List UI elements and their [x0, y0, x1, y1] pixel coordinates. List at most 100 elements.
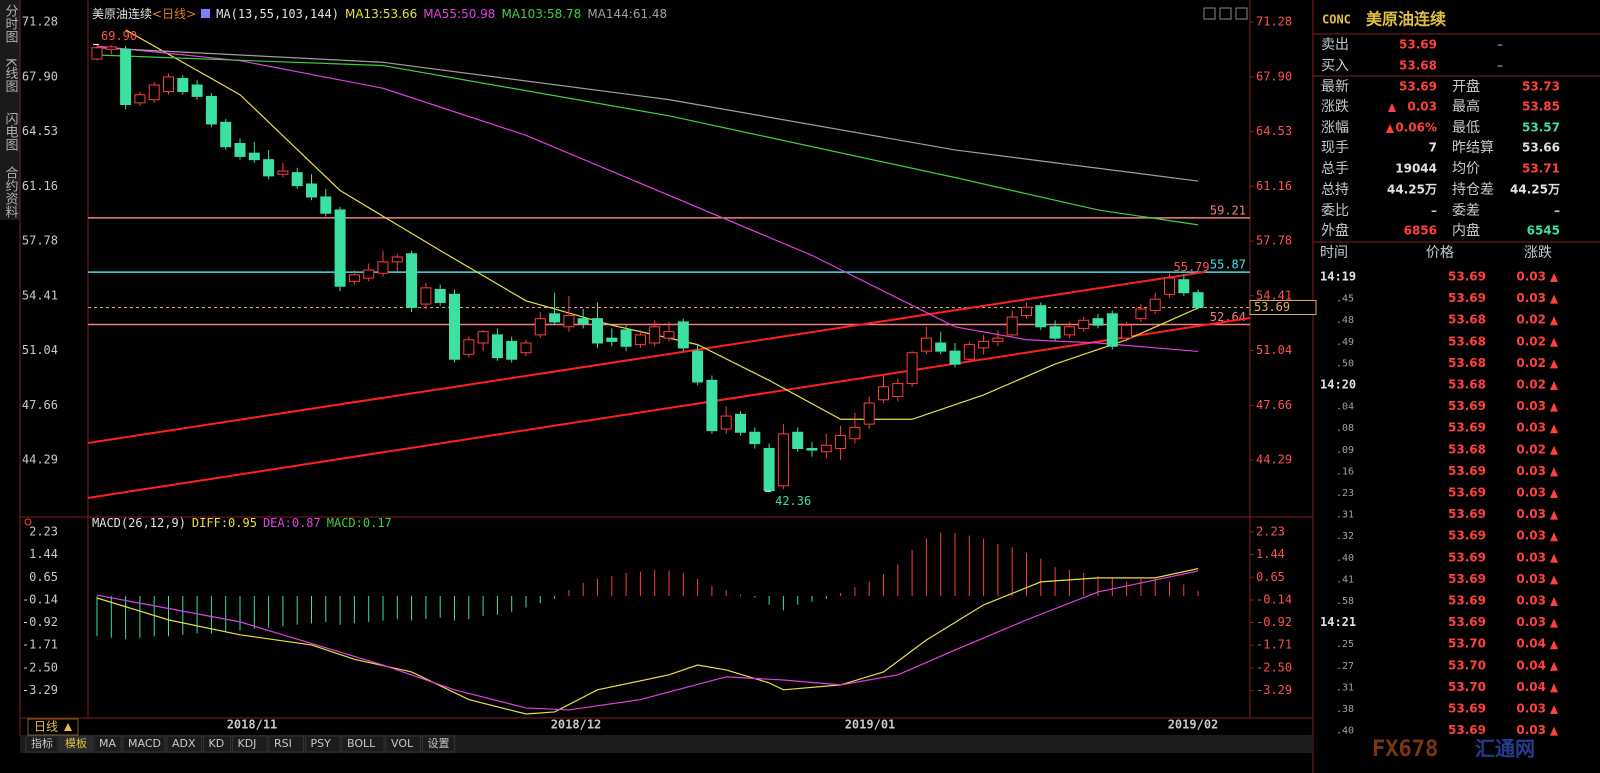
- tab-label[interactable]: MACD: [128, 737, 161, 750]
- legend-entry: MA13:53.66: [345, 7, 417, 21]
- tab[interactable]: [305, 735, 341, 753]
- candle-body: [777, 433, 789, 487]
- tab-label[interactable]: 模板: [65, 736, 87, 750]
- tab-label[interactable]: BOLL: [347, 737, 376, 750]
- macd-tick-label-right: -0.92: [1256, 615, 1292, 629]
- tab-label[interactable]: MA: [99, 737, 116, 750]
- tab[interactable]: [385, 735, 421, 753]
- tab[interactable]: [203, 735, 231, 753]
- up-arrow: [1550, 381, 1558, 390]
- candle-body: [91, 47, 103, 60]
- period-arrow[interactable]: [64, 723, 72, 731]
- y-tick-label-right: 64.53: [1256, 124, 1292, 138]
- quote-label: 外盘: [1321, 222, 1349, 239]
- candle-body: [291, 172, 303, 187]
- trade-price: 53.69: [1448, 529, 1486, 543]
- up-arrow: [1550, 424, 1558, 434]
- tab-label[interactable]: ADX: [172, 737, 196, 750]
- candle-body: [248, 152, 260, 161]
- ma-line: [96, 45, 1199, 353]
- quote-value: 0.06%: [1395, 121, 1437, 135]
- trade-change: 0.03: [1516, 399, 1546, 413]
- candle-body: [449, 293, 460, 360]
- macd-tick-label: 0.65: [29, 570, 58, 584]
- y-tick-label-right: 51.04: [1256, 343, 1292, 357]
- trade-price: 53.70: [1448, 637, 1486, 651]
- candle-body: [1092, 318, 1104, 326]
- y-tick-label: 61.16: [22, 179, 58, 193]
- trades-header: 价格: [1426, 245, 1454, 261]
- candle-body: [878, 386, 889, 401]
- candle-body: [649, 326, 661, 344]
- candle-body: [263, 159, 275, 177]
- up-arrow: [1550, 316, 1558, 326]
- trade-price: 53.69: [1448, 702, 1486, 716]
- sidebar-tab[interactable]: 闪电图: [3, 112, 18, 151]
- quote-value: 53.69: [1399, 80, 1437, 94]
- ma-line: [96, 54, 1199, 226]
- tab[interactable]: [166, 735, 202, 753]
- macd-tick-label-right: 1.44: [1256, 547, 1285, 561]
- trade-price: 53.69: [1448, 507, 1486, 521]
- candle-body: [863, 402, 875, 425]
- quote-label: 最低: [1452, 120, 1480, 136]
- up-arrow: [1550, 402, 1558, 412]
- candle-body: [763, 447, 775, 492]
- candle-body: [434, 288, 446, 303]
- up-arrow: [1550, 510, 1558, 520]
- candle-body: [935, 342, 947, 352]
- tab-label[interactable]: 指标: [31, 736, 53, 750]
- trade-price: 53.69: [1448, 550, 1486, 564]
- candle-body: [634, 334, 646, 346]
- tab[interactable]: [122, 735, 166, 753]
- candle-body: [363, 269, 375, 279]
- level-label: 59.21: [1210, 203, 1246, 217]
- candle-body: [334, 209, 346, 287]
- tab-label[interactable]: KDJ: [238, 737, 257, 750]
- trade-time: .45: [1336, 294, 1354, 305]
- sidebar-tab[interactable]: 分时图: [3, 4, 19, 43]
- tab[interactable]: [268, 735, 304, 753]
- tab-label[interactable]: KD: [209, 737, 225, 750]
- tab-label[interactable]: PSY: [311, 737, 332, 750]
- trade-time: .31: [1336, 682, 1354, 693]
- trade-price: 53.70: [1448, 680, 1486, 694]
- up-arrow: [1550, 640, 1558, 650]
- period-button-label[interactable]: 日线: [34, 720, 58, 734]
- icon: [24, 518, 32, 526]
- macd-legend: MACD(26,12,9) DIFF:0.95 DEA:0.87 MACD:0.17: [92, 516, 392, 530]
- trade-change: 0.03: [1516, 615, 1546, 629]
- tab[interactable]: [341, 735, 385, 753]
- candle-body: [735, 413, 746, 433]
- tab[interactable]: [232, 735, 268, 753]
- trade-change: 0.04: [1516, 637, 1546, 651]
- tab[interactable]: [59, 735, 93, 753]
- tab[interactable]: [93, 735, 122, 753]
- candle-body: [163, 76, 174, 93]
- trade-change: 0.03: [1516, 291, 1546, 305]
- tab-label[interactable]: RSI: [274, 737, 292, 750]
- macd-tick-label: -3.29: [22, 683, 58, 697]
- candle-body: [949, 350, 961, 365]
- candle-body: [549, 313, 561, 323]
- tab-label[interactable]: 设置: [428, 737, 450, 750]
- trade-time: .58: [1336, 596, 1354, 607]
- sidebar-tab[interactable]: 合约资料: [3, 166, 19, 218]
- candle-body: [835, 434, 847, 449]
- sidebar-tab[interactable]: K线图: [3, 58, 19, 93]
- trade-time: .31: [1336, 510, 1354, 521]
- trade-change: 0.03: [1516, 723, 1546, 737]
- tab[interactable]: [422, 735, 455, 753]
- tab-label[interactable]: VOL: [391, 737, 414, 750]
- trade-time: .32: [1336, 531, 1354, 542]
- candle-body: [1078, 319, 1090, 329]
- candle-body: [663, 331, 675, 339]
- y-tick-label: 67.90: [22, 69, 58, 83]
- trade-price: 53.69: [1448, 291, 1486, 305]
- tab[interactable]: [25, 735, 59, 753]
- candle-body: [906, 352, 918, 385]
- x-tick-label: 2019/01: [845, 718, 896, 732]
- trade-change: 0.02: [1516, 442, 1546, 456]
- quote-label: 昨结算: [1452, 140, 1494, 156]
- candle-body: [148, 84, 160, 101]
